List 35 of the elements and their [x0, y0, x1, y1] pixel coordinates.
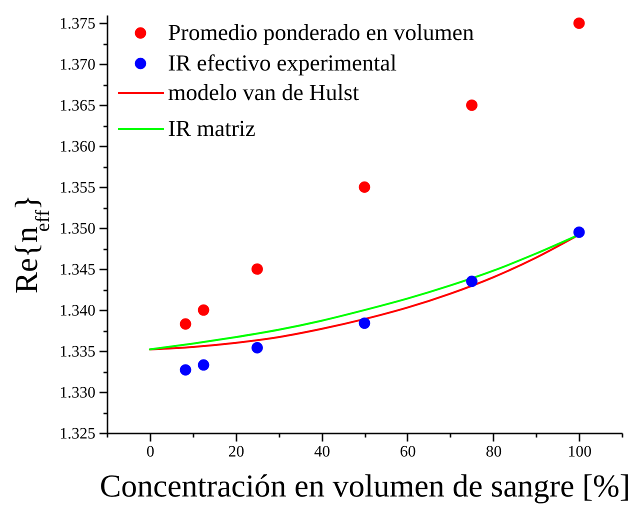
y-tick-label: 1.325 [60, 426, 96, 442]
y-tick-label: 1.350 [60, 220, 96, 238]
x-tick-label: 0 [146, 444, 154, 460]
x-tick-label: 80 [486, 444, 502, 460]
x-tick-label: 20 [228, 444, 244, 460]
point [180, 318, 192, 330]
y-tick-label: 1.340 [60, 302, 96, 320]
point [198, 304, 210, 316]
legend-label: Promedio ponderado en volumen [168, 20, 474, 45]
legend-label: IR efectivo experimental [168, 50, 397, 76]
y-tick-label: 1.345 [60, 262, 96, 279]
y-tick-label: 1.330 [60, 384, 96, 402]
y-tick-label: 1.360 [60, 138, 96, 156]
point [466, 99, 478, 111]
y-tick-label: 1.335 [60, 344, 96, 361]
point [573, 18, 585, 29]
x-axis-title: Concentración en volumen de sangre [%] [100, 468, 630, 504]
point [198, 359, 210, 371]
point [358, 181, 370, 193]
y-tick-label: 1.375 [60, 16, 96, 33]
x-tick-label: 100 [568, 444, 592, 460]
y-tick-label: 1.355 [60, 180, 96, 197]
point [573, 226, 585, 238]
point [252, 342, 263, 354]
legend-label: modelo van de Hulst [168, 80, 360, 105]
point [180, 364, 192, 376]
point [358, 317, 370, 329]
y-tick-label: 1.365 [60, 98, 96, 115]
x-tick-label: 40 [314, 444, 330, 460]
x-tick-label: 60 [400, 444, 416, 460]
legend-label: IR matriz [168, 116, 256, 141]
point [466, 276, 478, 288]
y-tick-label: 1.370 [60, 56, 96, 74]
point [252, 263, 263, 275]
y-axis-title: Re{neff} [8, 194, 54, 294]
